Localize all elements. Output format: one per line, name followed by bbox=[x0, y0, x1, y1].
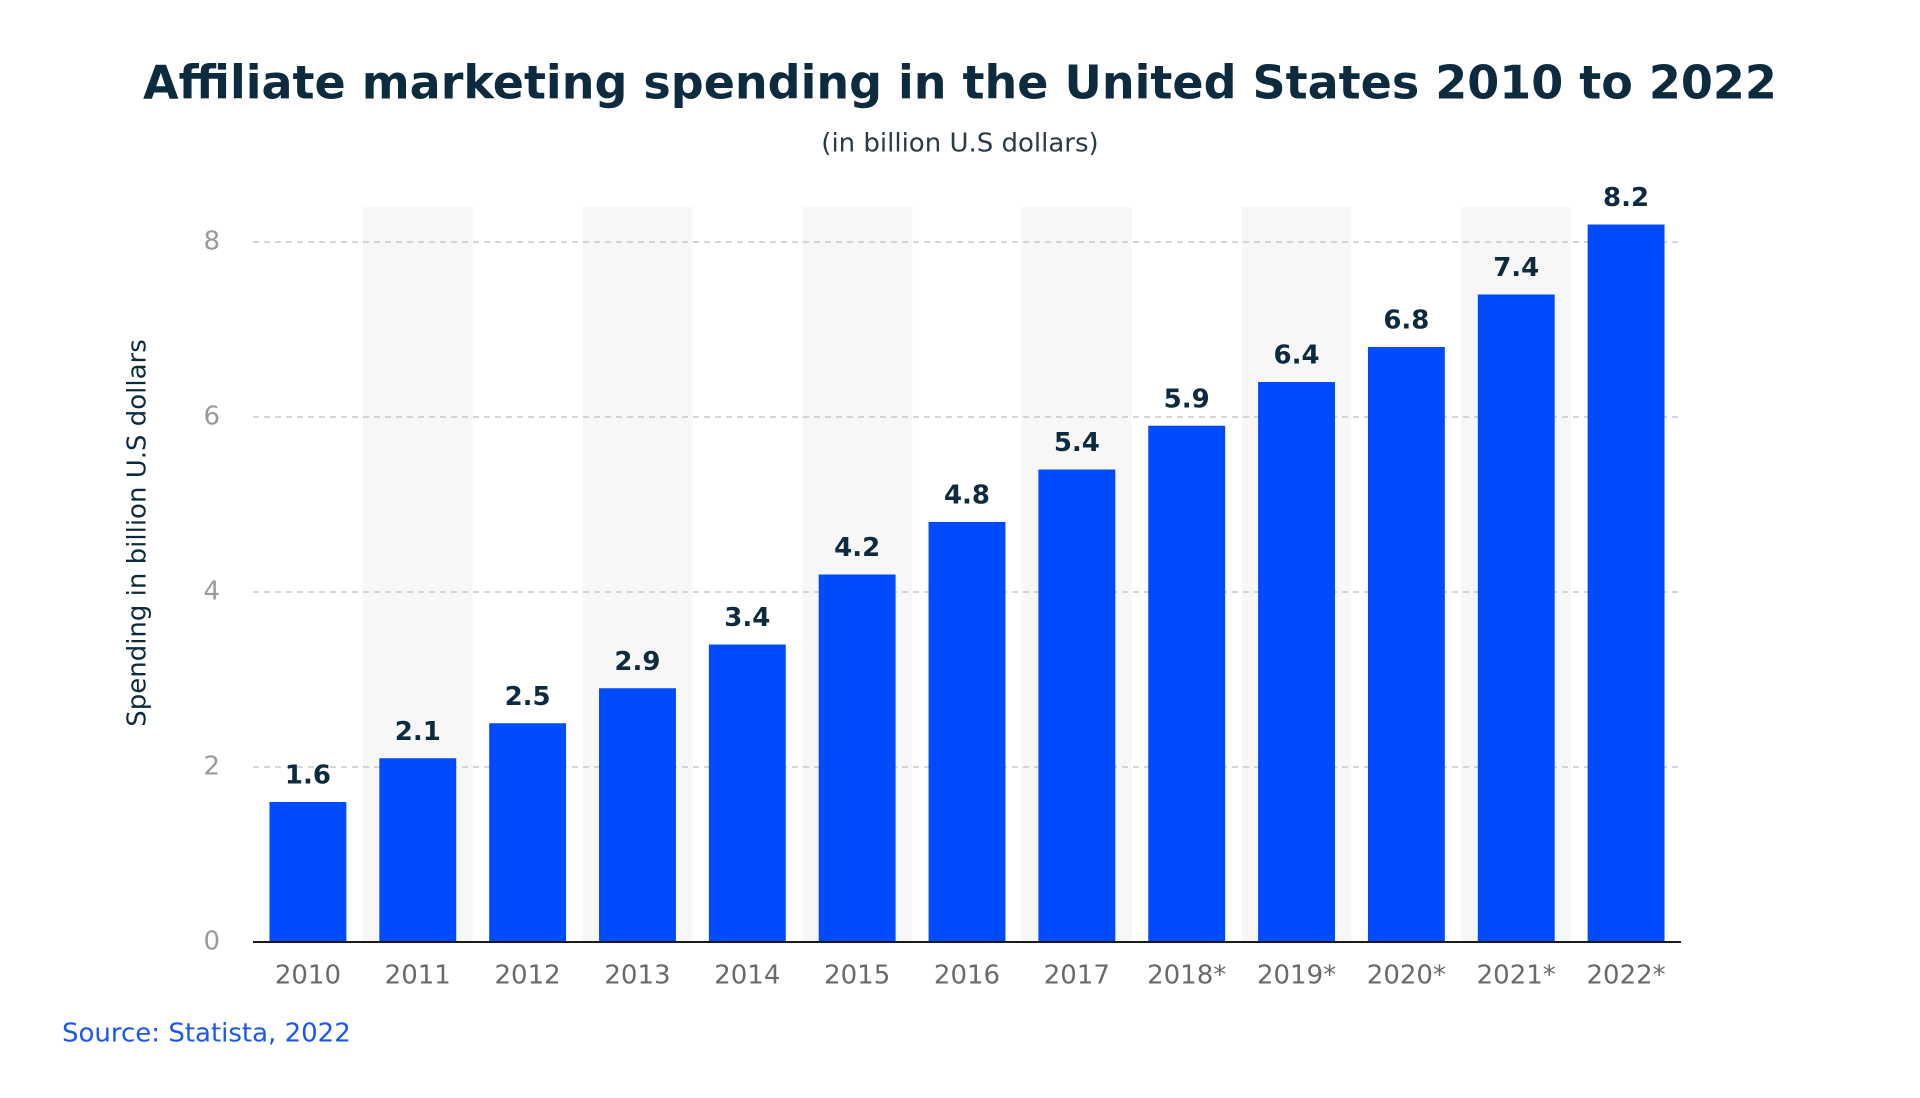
bar bbox=[1367, 347, 1445, 942]
value-label: 1.6 bbox=[285, 761, 331, 791]
bar bbox=[1477, 294, 1555, 942]
y-tick-label: 8 bbox=[203, 227, 220, 257]
value-label: 2.9 bbox=[614, 647, 660, 677]
bar bbox=[489, 723, 567, 942]
x-tick-label: 2016 bbox=[934, 961, 1000, 991]
x-tick-label: 2020* bbox=[1367, 961, 1446, 991]
bar bbox=[1258, 382, 1335, 942]
value-label: 8.2 bbox=[1603, 183, 1649, 213]
y-tick-label: 4 bbox=[203, 577, 220, 607]
x-tick-label: 2013 bbox=[604, 961, 670, 991]
bar bbox=[379, 758, 457, 942]
x-tick-label: 2010 bbox=[275, 961, 341, 991]
bar bbox=[599, 688, 676, 942]
x-tick-label: 2014 bbox=[714, 961, 780, 991]
bar bbox=[1148, 425, 1226, 942]
value-label: 7.4 bbox=[1493, 253, 1539, 283]
x-tick-label: 2012 bbox=[495, 961, 561, 991]
y-tick-label: 2 bbox=[203, 752, 220, 782]
bar bbox=[928, 522, 1006, 942]
x-tick-label: 2021* bbox=[1477, 961, 1556, 991]
x-tick-label: 2018* bbox=[1147, 961, 1226, 991]
bar bbox=[1038, 469, 1116, 942]
value-label: 2.5 bbox=[505, 682, 551, 712]
value-label: 6.8 bbox=[1383, 306, 1429, 336]
y-tick-label: 6 bbox=[203, 402, 220, 432]
x-tick-label: 2022* bbox=[1586, 961, 1665, 991]
value-label: 4.2 bbox=[834, 533, 880, 563]
x-tick-label: 2017 bbox=[1044, 961, 1110, 991]
value-label: 6.4 bbox=[1274, 341, 1320, 371]
x-tick-label: 2019* bbox=[1257, 961, 1336, 991]
x-tick-label: 2011 bbox=[385, 961, 451, 991]
value-label: 5.9 bbox=[1164, 384, 1210, 414]
bar bbox=[708, 644, 786, 942]
value-label: 2.1 bbox=[395, 717, 441, 747]
value-label: 4.8 bbox=[944, 481, 990, 511]
y-tick-label: 0 bbox=[203, 927, 220, 957]
value-label: 5.4 bbox=[1054, 428, 1100, 458]
chart-subtitle: (in billion U.S dollars) bbox=[821, 129, 1098, 159]
bar bbox=[269, 802, 347, 942]
chart-title: Affiliate marketing spending in the Unit… bbox=[143, 56, 1777, 110]
bar bbox=[1587, 224, 1665, 942]
value-label: 3.4 bbox=[724, 603, 770, 633]
bar bbox=[818, 574, 896, 942]
y-axis-label: Spending in billion U.S dollars bbox=[123, 339, 153, 727]
x-tick-label: 2015 bbox=[824, 961, 890, 991]
source: Source: Statista, 2022 bbox=[62, 1019, 351, 1049]
